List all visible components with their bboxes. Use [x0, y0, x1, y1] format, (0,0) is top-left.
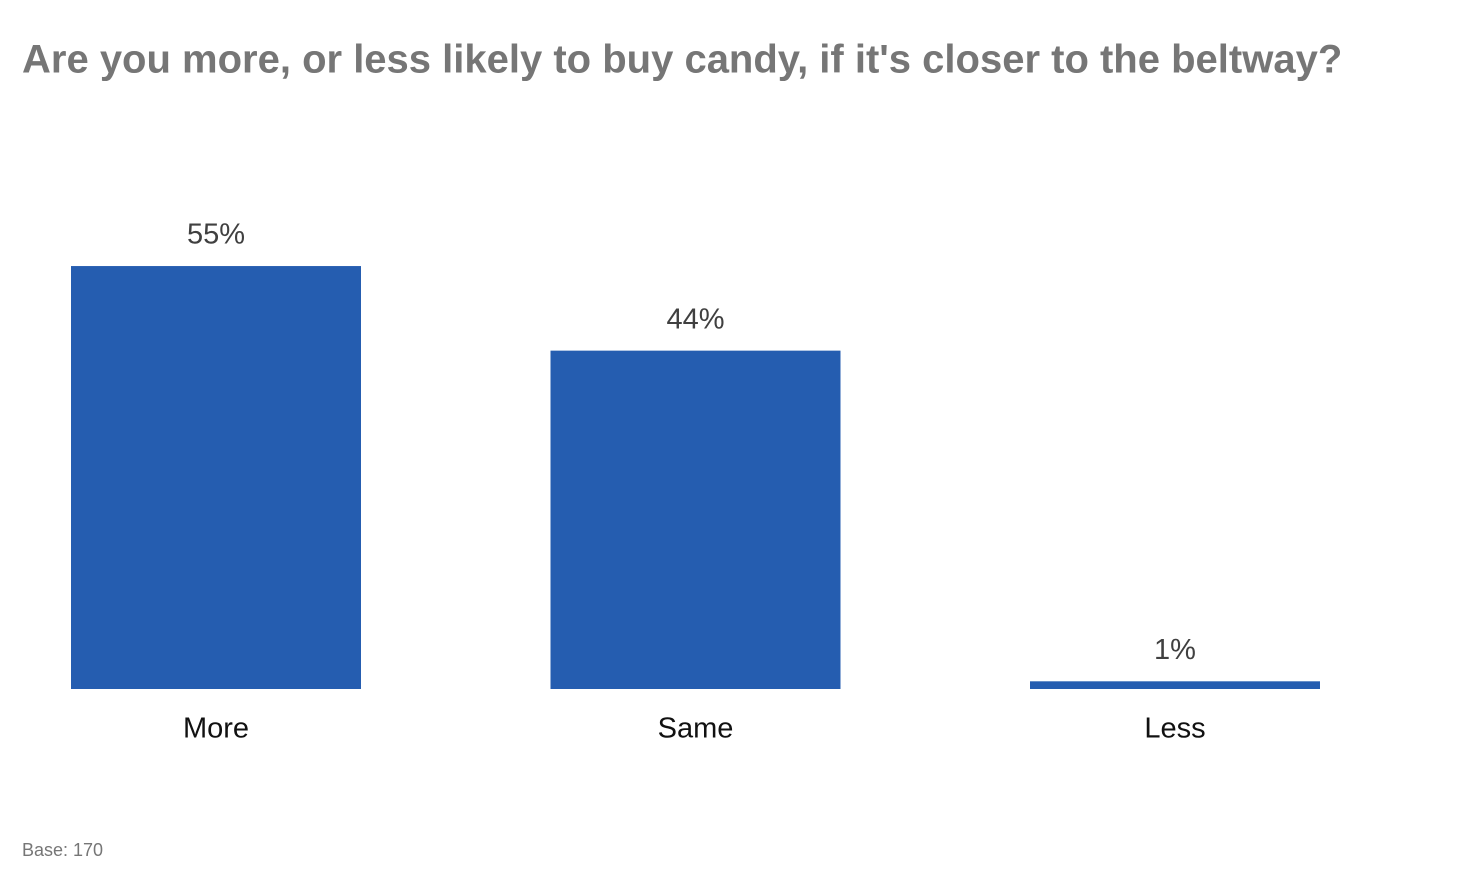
value-label: 55%	[187, 219, 245, 251]
x-tick-label: Same	[658, 713, 734, 745]
bar	[1030, 681, 1320, 689]
bar	[71, 266, 361, 689]
value-label: 44%	[666, 303, 724, 335]
footnote: Base: 170	[22, 840, 103, 860]
chart-title: Are you more, or less likely to buy cand…	[22, 38, 1342, 82]
x-tick-label: Less	[1144, 713, 1205, 745]
value-label: 1%	[1154, 634, 1196, 666]
bar	[550, 350, 841, 689]
x-tick-label: More	[183, 713, 249, 745]
